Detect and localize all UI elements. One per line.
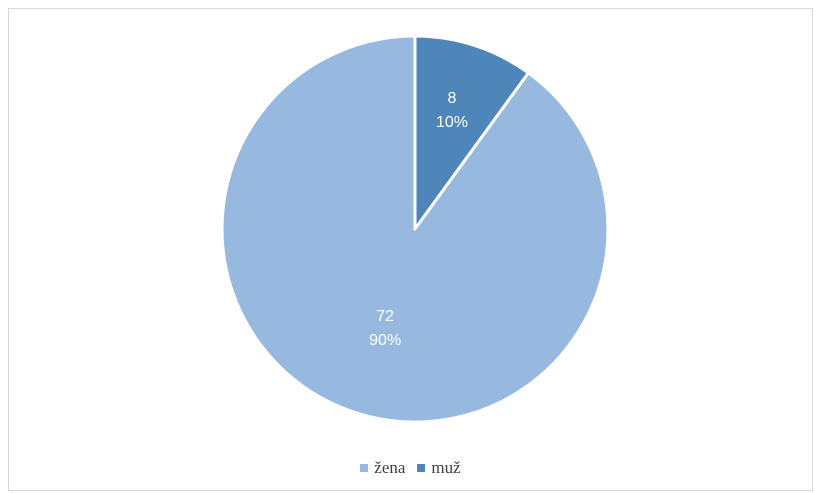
chart-frame: 8 10% 72 90% žena muž bbox=[8, 8, 813, 491]
legend-swatch bbox=[360, 464, 369, 472]
pie-slice-0 bbox=[413, 34, 530, 231]
slice-percent-label: 10% bbox=[436, 114, 468, 131]
legend: žena muž bbox=[9, 457, 812, 478]
slice-value-label: 8 bbox=[448, 90, 457, 107]
slice-value-label: 72 bbox=[376, 308, 394, 325]
legend-swatch bbox=[417, 464, 426, 472]
slice-percent-label: 90% bbox=[369, 332, 401, 349]
legend-item: žena bbox=[360, 458, 405, 478]
legend-label: žena bbox=[374, 458, 406, 477]
pie-chart: 8 10% 72 90% bbox=[220, 34, 610, 424]
legend-item: muž bbox=[417, 458, 461, 478]
legend-label: muž bbox=[431, 458, 461, 477]
pie-slice-1 bbox=[220, 34, 610, 424]
